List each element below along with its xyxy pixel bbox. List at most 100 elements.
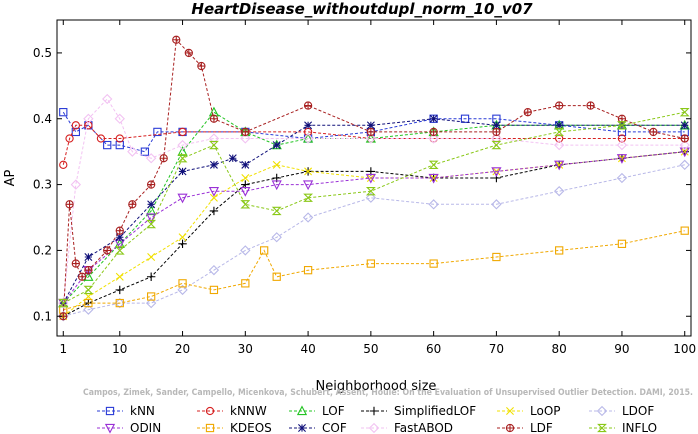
data-point-inflo (83, 285, 94, 295)
chart-title: HeartDisease_withoutdupl_norm_10_v07 (191, 0, 533, 18)
data-point-kdeos (272, 272, 281, 281)
x-tick-label: 30 (238, 342, 253, 356)
y-tick-label: 0.1 (33, 309, 52, 323)
series-layer (58, 35, 690, 322)
x-tick-label: 50 (363, 342, 378, 356)
data-point-loop (115, 272, 124, 281)
data-point-ldf (429, 127, 438, 137)
data-point-kdeos (492, 252, 501, 262)
data-point-loop (147, 253, 156, 261)
data-point-kdeos (303, 266, 313, 275)
x-tick-label: 100 (673, 342, 696, 356)
data-point-fastabod (58, 297, 69, 309)
y-tick-label: 0.5 (33, 46, 52, 60)
data-point-odin (302, 180, 314, 191)
data-point-cof (209, 160, 218, 169)
data-point-ldf (77, 272, 87, 281)
data-point-inflo (58, 298, 69, 308)
x-tick-label: 40 (300, 342, 315, 356)
data-point-ldof (177, 284, 188, 296)
x-tick-label: 60 (426, 342, 441, 356)
data-point-fastabod (491, 133, 502, 144)
data-point-kdeos (115, 298, 124, 308)
data-point-odin (554, 160, 565, 171)
series-simplifiedlof (59, 147, 689, 321)
legend-marker-kdeos (205, 423, 215, 433)
series-loop (59, 147, 689, 321)
data-point-fastabod (208, 133, 220, 144)
data-point-fastabod (127, 146, 138, 157)
legend-entry-inflo: INFLO (589, 421, 657, 434)
legend-label: SimplifiedLOF (394, 404, 476, 418)
data-point-ldof (679, 159, 690, 171)
data-point-ldf (680, 134, 689, 143)
data-point-ldof (365, 192, 377, 203)
data-point-cof (680, 121, 689, 130)
legend-entry-knn: kNN (97, 404, 155, 418)
data-point-ldf (159, 154, 168, 163)
data-point-cof (228, 154, 237, 163)
data-point-simplifiedlof (146, 272, 156, 281)
data-point-inflo (240, 200, 251, 209)
data-point-ldof (271, 232, 282, 243)
data-point-ldf (241, 127, 250, 137)
data-point-knn (71, 127, 80, 137)
data-point-knnw (96, 134, 106, 143)
data-point-ldof (114, 297, 125, 309)
data-point-inflo (146, 219, 157, 229)
legend-label: LDF (530, 421, 553, 434)
data-point-lof (208, 106, 220, 117)
legend-label: kNN (130, 404, 155, 418)
data-point-kdeos (366, 259, 376, 268)
data-point-fastabod (70, 179, 82, 190)
data-point-knn (153, 127, 162, 137)
data-point-inflo (177, 154, 188, 163)
data-point-odin (208, 187, 220, 197)
data-point-odin (616, 154, 628, 164)
data-point-simplifiedlof (178, 239, 187, 249)
data-point-ldf (172, 35, 181, 44)
data-point-loop (429, 174, 438, 182)
data-point-ldof (491, 199, 502, 210)
data-point-loop (555, 160, 564, 169)
data-point-cof (147, 200, 156, 209)
legend-marker-inflo (597, 423, 607, 433)
data-point-loop (304, 167, 313, 176)
data-point-ldf (147, 180, 156, 189)
series-line-loop (62, 151, 685, 317)
legend-entry-cof: COF (289, 421, 347, 434)
data-point-ldf (103, 246, 112, 255)
legend-marker-cof (298, 424, 306, 432)
data-point-fastabod (102, 93, 113, 105)
data-point-ldf (303, 101, 313, 110)
x-axis-label: Neighborhood size (316, 379, 437, 394)
legend-entry-knnw: kNNW (197, 404, 267, 418)
data-point-inflo (617, 121, 627, 130)
data-point-inflo (554, 127, 565, 137)
data-point-kdeos (429, 259, 438, 268)
legend-entry-odin: ODIN (97, 421, 161, 434)
data-point-loop (209, 193, 218, 202)
data-point-ldf (84, 266, 93, 275)
legend-marker-odin (104, 423, 116, 434)
data-point-ldf (523, 108, 532, 117)
data-point-odin (271, 180, 282, 191)
axes: 1 10 20 30 40 50 60 70 80 90 100 0.1 0.2 0.3 0.4 0.5 (33, 20, 696, 356)
legend-entry-simplifiedlof: SimplifiedLOF (361, 404, 476, 418)
data-point-cof (178, 167, 187, 176)
data-point-ldof (145, 297, 157, 309)
legend-entry-fastabod: FastABOD (361, 421, 453, 434)
data-point-ldf (366, 127, 376, 137)
series-line-odin (62, 151, 685, 304)
series-kdeos (59, 226, 689, 314)
data-point-cof (84, 253, 93, 261)
data-point-ldf (184, 48, 193, 58)
data-point-knnw (65, 134, 74, 143)
data-point-ldf (209, 114, 219, 123)
plot-frame (56, 19, 692, 337)
data-point-knnw (71, 121, 80, 130)
data-point-cof (115, 233, 124, 242)
legend-marker-lof (296, 405, 308, 416)
data-point-kdeos (617, 239, 627, 248)
data-point-ldf (586, 101, 595, 110)
